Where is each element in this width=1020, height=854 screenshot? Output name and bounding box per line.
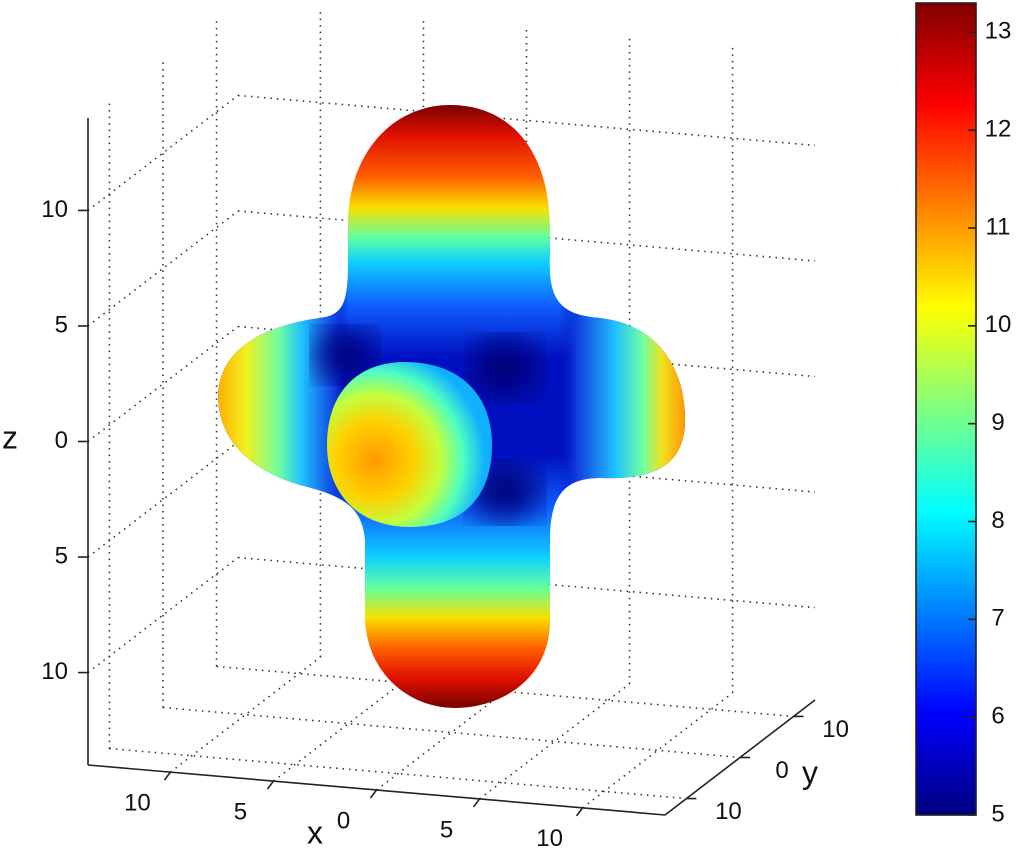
z-tick-label: 0 [55, 427, 68, 454]
z-tick-label: 10 [41, 196, 68, 223]
x-axis-label: x [307, 814, 323, 850]
z-axis-label: z [2, 419, 18, 455]
colorbar-tick-label: 12 [985, 116, 1012, 143]
grid-line [87, 210, 239, 327]
surface [218, 105, 685, 708]
colorbar-tick-label: 11 [986, 213, 1011, 240]
x-tick-label: 5 [234, 798, 247, 825]
colorbar-tick-label: 13 [985, 18, 1012, 45]
colorbar-tick-label: 7 [991, 605, 1004, 632]
colorbar-tick-label: 6 [991, 703, 1004, 730]
x-tick [369, 789, 378, 799]
grid-line [582, 692, 734, 809]
y-tick-label: 10 [715, 798, 742, 825]
x-tick [575, 807, 584, 817]
grid-line [169, 656, 321, 773]
colorbar-ticks: 5 6 7 8 9 10 11 12 13 [968, 18, 1012, 827]
grid-line [162, 706, 741, 759]
surface-bulge [327, 362, 492, 527]
colorbar-tick-label: 9 [991, 409, 1004, 436]
x-tick [472, 798, 481, 808]
colorbar-tick-label: 5 [991, 800, 1004, 827]
z-tick-label: 10 [41, 658, 68, 685]
colorbar-tick-label: 10 [985, 311, 1012, 338]
y-tick-label: 10 [822, 716, 849, 743]
colorbar-tick-label: 8 [991, 507, 1004, 534]
y-axis-label: y [802, 754, 818, 790]
x-tick [266, 780, 275, 790]
x-tick-label: 5 [440, 816, 453, 843]
surface-shade [315, 329, 375, 381]
colorbar [915, 2, 977, 816]
x-tick [163, 771, 172, 781]
grid-line [87, 325, 239, 443]
surface-shade [470, 464, 540, 520]
x-tick-label: 0 [337, 807, 350, 834]
z-tick-label: 5 [55, 311, 68, 338]
axes: 10 5 0 5 10 10 5 0 5 10 10 0 10 [41, 118, 849, 852]
grid-line [479, 683, 631, 800]
y-tick-label: 0 [775, 757, 788, 784]
z-tick-label: 5 [55, 542, 68, 569]
x-tick-label: 10 [124, 789, 151, 816]
x-tick-label: 10 [536, 825, 563, 852]
surface-shade [470, 338, 540, 398]
